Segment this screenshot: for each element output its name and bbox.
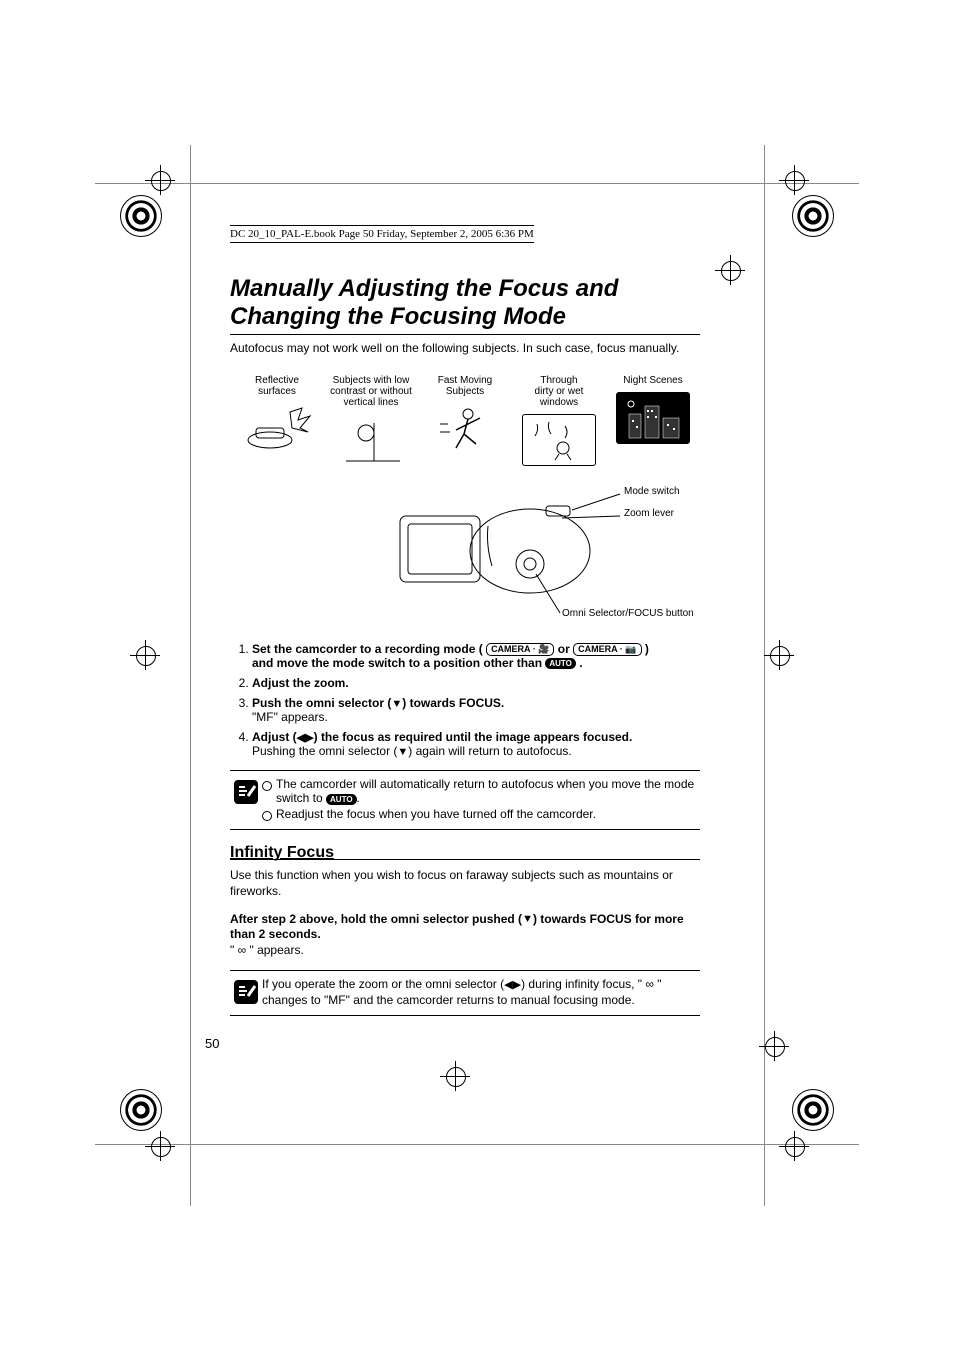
down-triangle-icon: ▼ (391, 698, 402, 710)
subject-reflective: Reflective surfaces (230, 375, 324, 466)
step-4: Adjust (◀▶) the focus as required until … (252, 730, 700, 758)
registration-mark (120, 195, 162, 237)
infinity-instruction: After step 2 above, hold the omni select… (230, 912, 700, 943)
title-line-2: Changing the Focusing Mode (230, 303, 700, 331)
crop-line (190, 145, 191, 1206)
registration-cross (764, 640, 794, 670)
step-4-sub-a: Pushing the omni selector ( (252, 744, 397, 758)
title-rule (230, 334, 700, 335)
step-2-text: Adjust the zoom. (252, 676, 349, 690)
camera-photo-badge: CAMERA · 📷 (573, 643, 641, 656)
note-list: The camcorder will automatically return … (262, 777, 700, 823)
note-item: The camcorder will automatically return … (262, 777, 700, 805)
step-1-text-b: or (558, 642, 573, 656)
note-2-text-a: If you operate the zoom or the omni sele… (262, 977, 504, 991)
note-1-text-b: . (357, 791, 360, 805)
step-3-sub: "MF" appears. (252, 710, 328, 724)
subject-illustration (429, 403, 501, 453)
registration-cross (779, 165, 809, 195)
subject-low-contrast: Subjects with low contrast or without ve… (324, 375, 418, 466)
registration-cross (779, 1131, 809, 1161)
subject-illustration (241, 403, 313, 453)
infinity-bold-a: After step 2 above, hold the omni select… (230, 912, 522, 926)
label-omni-selector: Omni Selector/FOCUS button (562, 608, 694, 619)
step-3-text-b: ) towards FOCUS. (402, 696, 504, 710)
subject-night: Night Scenes (606, 375, 700, 466)
registration-cross (759, 1031, 789, 1061)
page-title: Manually Adjusting the Focus and Changin… (230, 275, 700, 330)
subject-label: Subjects with low contrast or without ve… (327, 375, 415, 408)
step-4-text-a: Adjust ( (252, 730, 297, 744)
note-item: Readjust the focus when you have turned … (262, 807, 700, 821)
subject-label: Night Scenes (609, 375, 697, 386)
registration-mark (792, 1089, 834, 1131)
label-zoom-lever: Zoom lever (624, 508, 674, 519)
note-2-text: If you operate the zoom or the omni sele… (262, 977, 700, 1008)
registration-cross (715, 255, 745, 285)
subject-illustration (616, 392, 690, 444)
right-triangle-icon: ▶ (513, 978, 521, 992)
content-area: Manually Adjusting the Focus and Changin… (230, 275, 700, 1016)
steps-list: Set the camcorder to a recording mode ( … (230, 642, 700, 759)
running-header: DC 20_10_PAL-E.book Page 50 Friday, Sept… (230, 225, 534, 243)
subject-illustration (335, 414, 407, 464)
subject-dirty-window: Through dirty or wet windows (512, 375, 606, 466)
step-4-sub-b: ) again will return to autofocus. (408, 744, 571, 758)
note-block-2: If you operate the zoom or the omni sele… (230, 970, 700, 1015)
step-3: Push the omni selector (▼) towards FOCUS… (252, 696, 700, 724)
registration-cross (145, 1131, 175, 1161)
crop-line (95, 1144, 859, 1145)
registration-cross (440, 1061, 470, 1091)
registration-mark (792, 195, 834, 237)
infinity-intro: Use this function when you wish to focus… (230, 868, 700, 899)
step-1-text-e: . (579, 656, 582, 670)
right-triangle-icon: ▶ (305, 731, 313, 744)
infinity-sub: " ∞ " appears. (230, 943, 700, 959)
camera-movie-badge: CAMERA · 🎥 (486, 643, 554, 656)
left-triangle-icon: ◀ (297, 731, 305, 744)
subject-label: Reflective surfaces (233, 375, 321, 397)
title-line-1: Manually Adjusting the Focus and (230, 275, 700, 303)
subject-label: Through dirty or wet windows (515, 375, 603, 408)
left-triangle-icon: ◀ (504, 978, 512, 992)
camcorder-diagram: Mode switch Zoom lever Omni Selector/FOC… (230, 476, 700, 636)
registration-cross (145, 165, 175, 195)
down-triangle-icon: ▼ (397, 746, 408, 758)
registration-mark (120, 1089, 162, 1131)
down-triangle-icon: ▼ (522, 912, 533, 926)
step-1: Set the camcorder to a recording mode ( … (252, 642, 700, 670)
note-block-1: The camcorder will automatically return … (230, 770, 700, 830)
step-4-text-b: ) the focus as required until the image … (314, 730, 633, 744)
step-1-text-a: Set the camcorder to a recording mode ( (252, 642, 483, 656)
section-heading-infinity: Infinity Focus (230, 844, 334, 862)
note-icon (230, 777, 262, 823)
note-icon (230, 977, 262, 1008)
intro-text: Autofocus may not work well on the follo… (230, 341, 700, 357)
subjects-row: Reflective surfaces Subjects with low co… (230, 375, 700, 466)
page: DC 20_10_PAL-E.book Page 50 Friday, Sept… (0, 0, 954, 1351)
step-3-text-a: Push the omni selector ( (252, 696, 391, 710)
step-1-text-c: ) (645, 642, 649, 656)
auto-badge: AUTO (545, 658, 576, 669)
subject-label: Fast Moving Subjects (421, 375, 509, 397)
label-mode-switch: Mode switch (624, 486, 680, 497)
crop-line (95, 183, 859, 184)
registration-cross (130, 640, 160, 670)
auto-badge: AUTO (326, 794, 357, 805)
subject-illustration (522, 414, 596, 466)
step-1-text-d: and move the mode switch to a position o… (252, 656, 545, 670)
step-2: Adjust the zoom. (252, 676, 700, 690)
subject-fast-moving: Fast Moving Subjects (418, 375, 512, 466)
page-number: 50 (205, 1036, 219, 1051)
